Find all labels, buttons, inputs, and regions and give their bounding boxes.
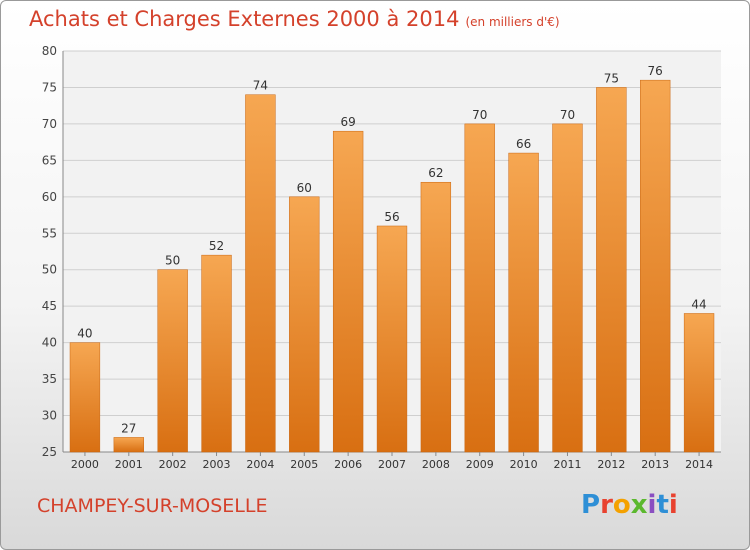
x-tick-label: 2013 bbox=[641, 458, 669, 471]
bar bbox=[552, 123, 583, 453]
brand-letter: i bbox=[668, 490, 678, 520]
data-label: 70 bbox=[472, 108, 487, 122]
brand-letter: r bbox=[600, 490, 613, 520]
data-label: 52 bbox=[209, 239, 224, 253]
data-label: 62 bbox=[428, 166, 443, 180]
y-tick-label: 60 bbox=[42, 190, 57, 204]
y-tick-label: 35 bbox=[42, 372, 57, 386]
bar bbox=[376, 225, 408, 453]
x-tick-label: 2008 bbox=[422, 458, 450, 471]
brand-letter: t bbox=[656, 490, 669, 520]
bar bbox=[69, 342, 101, 453]
brand-letter: x bbox=[630, 490, 648, 520]
x-tick-label: 2012 bbox=[597, 458, 625, 471]
brand-letter: o bbox=[612, 490, 631, 520]
brand-logo: Proxiti bbox=[581, 490, 678, 520]
brand-letter: P bbox=[581, 490, 601, 520]
bar bbox=[464, 123, 495, 453]
y-tick-label: 65 bbox=[42, 153, 57, 167]
y-tick-label: 50 bbox=[42, 263, 57, 277]
data-label: 69 bbox=[340, 115, 355, 129]
chart-title: Achats et Charges Externes 2000 à 2014 (e… bbox=[29, 7, 560, 31]
y-tick-label: 75 bbox=[42, 80, 57, 94]
y-tick-label: 70 bbox=[42, 117, 57, 131]
data-label: 66 bbox=[516, 137, 531, 151]
y-tick-label: 55 bbox=[42, 226, 57, 240]
bar bbox=[596, 87, 627, 453]
chart-subtitle: (en milliers d'€) bbox=[465, 15, 560, 29]
x-tick-label: 2010 bbox=[510, 458, 538, 471]
data-label: 50 bbox=[165, 254, 180, 268]
data-label: 27 bbox=[121, 421, 136, 435]
x-tick-label: 2002 bbox=[159, 458, 187, 471]
data-label: 56 bbox=[384, 210, 399, 224]
data-label: 40 bbox=[77, 327, 92, 341]
x-tick-label: 2014 bbox=[685, 458, 713, 471]
y-tick-label: 30 bbox=[42, 409, 57, 423]
x-tick-label: 2009 bbox=[466, 458, 494, 471]
bar bbox=[113, 437, 144, 453]
bar bbox=[683, 313, 715, 453]
x-tick-label: 2011 bbox=[553, 458, 581, 471]
bar bbox=[289, 196, 320, 453]
y-tick-label: 40 bbox=[42, 336, 57, 350]
x-tick-label: 2006 bbox=[334, 458, 362, 471]
x-tick-label: 2005 bbox=[290, 458, 318, 471]
y-tick-label: 25 bbox=[42, 445, 57, 459]
data-label: 74 bbox=[253, 79, 268, 93]
x-tick-label: 2000 bbox=[71, 458, 99, 471]
chart-title-text: Achats et Charges Externes 2000 à 2014 bbox=[29, 7, 460, 31]
bar bbox=[201, 254, 232, 453]
x-tick-label: 2003 bbox=[203, 458, 231, 471]
y-tick-label: 80 bbox=[42, 44, 57, 58]
x-tick-label: 2007 bbox=[378, 458, 406, 471]
bar bbox=[640, 79, 671, 453]
x-tick-label: 2004 bbox=[246, 458, 274, 471]
data-label: 44 bbox=[691, 297, 706, 311]
bar bbox=[332, 130, 364, 453]
bar bbox=[508, 152, 539, 453]
bar bbox=[420, 181, 452, 453]
brand-letter: i bbox=[647, 490, 657, 520]
city-name: CHAMPEY-SUR-MOSELLE bbox=[37, 495, 268, 517]
bar bbox=[157, 269, 188, 453]
data-label: 70 bbox=[560, 108, 575, 122]
bar bbox=[245, 94, 276, 453]
data-label: 75 bbox=[604, 71, 619, 85]
x-tick-label: 2001 bbox=[115, 458, 143, 471]
y-tick-label: 45 bbox=[42, 299, 57, 313]
data-label: 60 bbox=[297, 181, 312, 195]
data-label: 76 bbox=[648, 64, 663, 78]
